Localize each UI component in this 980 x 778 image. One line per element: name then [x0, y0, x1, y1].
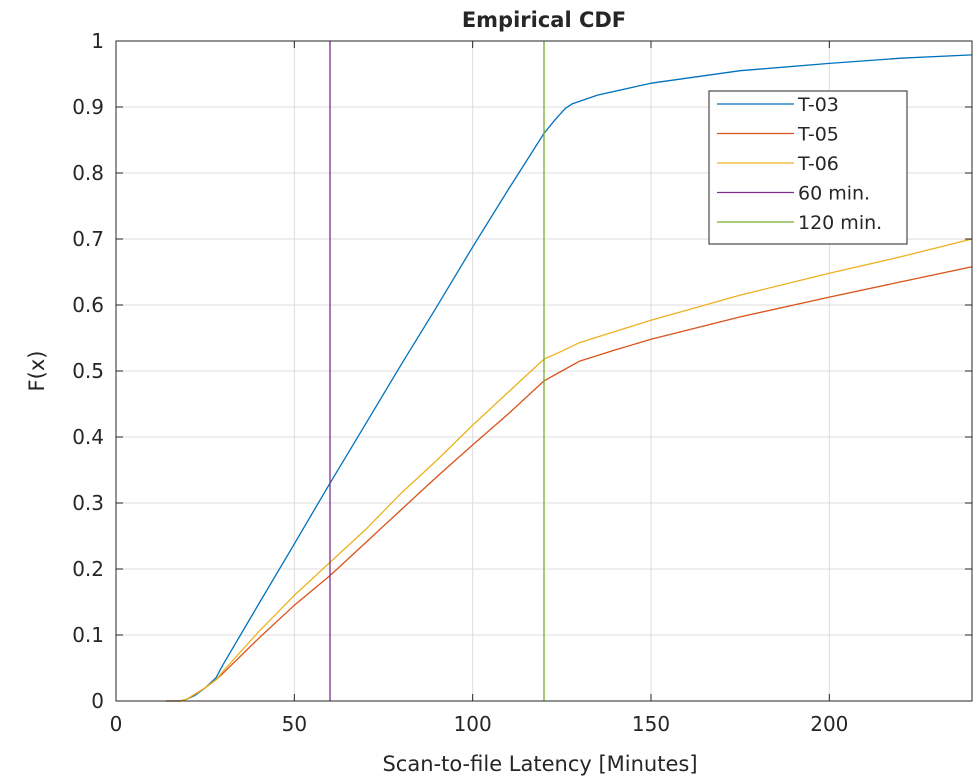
x-tick-label: 200 — [810, 712, 848, 736]
x-tick-label: 0 — [110, 712, 123, 736]
y-tick-label: 1 — [91, 29, 104, 53]
legend: T-03 T-05 T-06 60 min. 120 min. — [708, 90, 908, 245]
y-tick-label: 0.5 — [72, 359, 104, 383]
y-tick-label: 0.9 — [72, 95, 104, 119]
x-tick-label: 50 — [282, 712, 307, 736]
y-tick-label: 0 — [91, 689, 104, 713]
legend-label-60-min: 60 min. — [798, 183, 870, 205]
series-layer — [165, 41, 973, 702]
legend-label-t-06: T-06 — [797, 153, 839, 175]
y-tick-label: 0.1 — [72, 623, 104, 647]
y-tick-label: 0.6 — [72, 293, 104, 317]
x-tick-label: 100 — [454, 712, 492, 736]
legend-box — [708, 90, 908, 245]
chart-title: Empirical CDF — [462, 8, 626, 32]
y-tick-label: 0.7 — [72, 227, 104, 251]
y-tick-label: 0.8 — [72, 161, 104, 185]
legend-label-120-min: 120 min. — [798, 212, 882, 234]
legend-label-t-05: T-05 — [797, 124, 839, 146]
x-axis-label: Scan-to-file Latency [Minutes] — [382, 752, 697, 776]
y-tick-label: 0.3 — [72, 491, 104, 515]
y-axis-label: F(x) — [25, 351, 49, 392]
legend-label-t-03: T-03 — [797, 94, 839, 116]
y-axis-ticks: 0 0.1 0.2 0.3 0.4 0.5 0.6 0.7 0.8 0.9 1 — [72, 29, 972, 713]
y-tick-label: 0.4 — [72, 425, 104, 449]
x-axis-ticks: 0 50 100 150 200 — [110, 41, 848, 736]
series-line-t-06 — [165, 238, 973, 702]
y-tick-label: 0.2 — [72, 557, 104, 581]
x-tick-label: 150 — [632, 712, 670, 736]
